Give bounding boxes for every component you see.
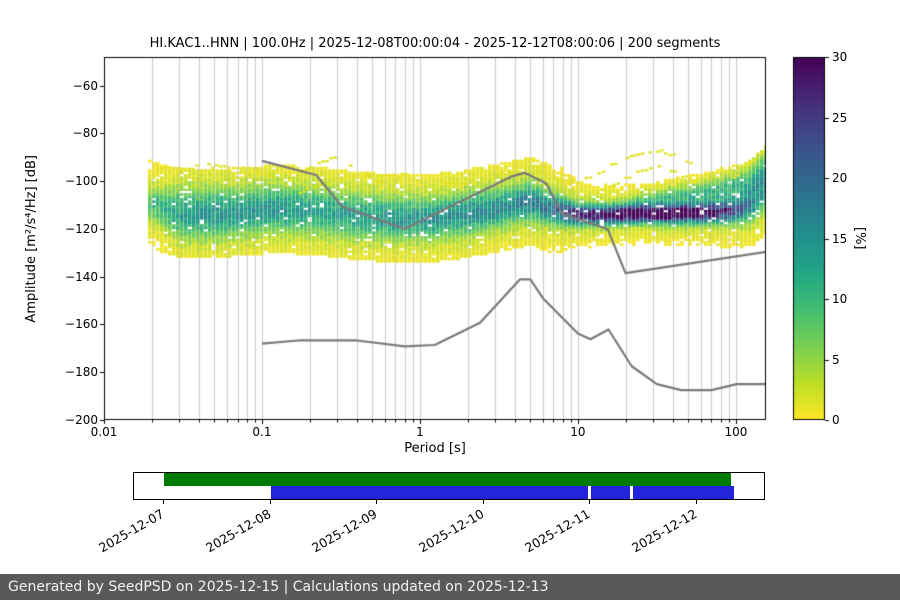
colorbar-label-wrap: [%]	[852, 57, 867, 420]
x-axis-label: Period [s]	[404, 441, 466, 456]
ppsd-plot-canvas	[0, 0, 900, 470]
colorbar-tick-label: 30	[832, 50, 848, 64]
x-tick-label: 0.01	[90, 425, 118, 439]
timeline-date-label: 2025-12-08	[203, 506, 274, 556]
y-tick-label: −200	[65, 413, 98, 427]
timeline-tick	[270, 500, 272, 504]
timeline-tick	[483, 500, 484, 504]
y-axis-label: Amplitude [m²/s⁴/Hz] [dB]	[24, 154, 39, 323]
y-tick-label: −60	[72, 78, 98, 93]
timeline-tick	[588, 500, 590, 504]
x-tick-label: 100	[724, 425, 748, 439]
timeline-data-segment	[163, 473, 732, 486]
x-tick-label: 0.1	[252, 425, 272, 439]
coverage-timeline-bar	[133, 472, 765, 500]
y-axis-label-wrap: Amplitude [m²/s⁴/Hz] [dB]	[24, 57, 39, 420]
colorbar-tick-label: 5	[832, 352, 840, 367]
timeline-date-label: 2025-12-12	[629, 506, 700, 556]
colorbar-label: [%]	[852, 227, 867, 250]
y-tick-label: −100	[65, 174, 98, 189]
timeline-tick	[695, 500, 697, 504]
timeline-psd-segment	[590, 486, 631, 499]
timeline-psd-segment	[270, 486, 588, 499]
timeline-date-label: 2025-12-07	[96, 506, 167, 556]
timeline-tick	[163, 500, 165, 504]
timeline-date-label: 2025-12-11	[522, 506, 593, 556]
timeline-tick	[376, 500, 377, 504]
colorbar-tick-label: 25	[832, 110, 848, 125]
colorbar-tick-label: 15	[832, 231, 848, 246]
colorbar-tick-label: 20	[832, 171, 848, 185]
timeline-psd-segment	[633, 486, 735, 499]
footer-text: Generated by SeedPSD on 2025-12-15 | Cal…	[8, 579, 549, 595]
y-tick-label: −120	[65, 221, 98, 236]
y-tick-label: −140	[65, 269, 98, 284]
y-tick-label: −160	[65, 317, 98, 332]
x-tick-label: 1	[416, 425, 424, 439]
colorbar-tick-label: 0	[832, 413, 840, 427]
colorbar-tick-label: 10	[832, 292, 848, 306]
timeline-date-label: 2025-12-09	[309, 506, 380, 556]
footer-bar: Generated by SeedPSD on 2025-12-15 | Cal…	[0, 574, 900, 600]
y-tick-label: −80	[72, 126, 98, 141]
timeline-date-label: 2025-12-10	[416, 506, 487, 556]
x-tick-label: 10	[570, 425, 586, 439]
y-tick-label: −180	[65, 365, 98, 380]
